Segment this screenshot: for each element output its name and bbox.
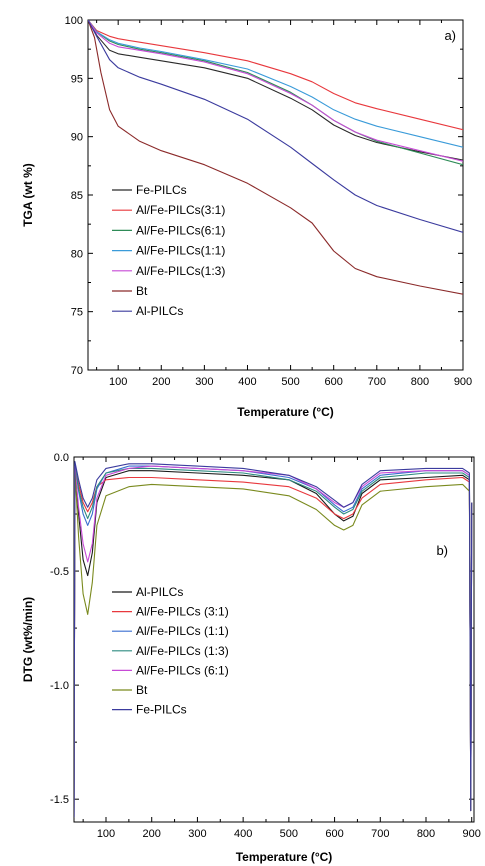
y-tick-label: 75 [71, 307, 83, 319]
x-tick-label: 600 [325, 828, 343, 840]
y-tick-label: 80 [71, 248, 83, 260]
legend-label: Fe-PILCs [136, 703, 187, 717]
tga-chart-panel: 100 200 300 400 500 600 700 800 900 70 75 80 85 90 95 1… [21, 15, 472, 419]
series-line [88, 20, 463, 161]
y-tick-label: -1.0 [50, 680, 69, 692]
series-lines [88, 20, 463, 295]
series-line [88, 20, 463, 295]
legend-label: Al/Fe-PILCs(6:1) [136, 223, 225, 237]
legend-label: Bt [136, 683, 148, 697]
legend-label: Al/Fe-PILCs (1:3) [136, 644, 229, 658]
x-tick-label: 900 [454, 376, 472, 388]
series-line [74, 470, 473, 818]
legend-label: Al/Fe-PILCs (1:1) [136, 624, 229, 638]
y-tick-label: -1.5 [50, 794, 69, 806]
x-tick-label: 800 [417, 828, 435, 840]
legend-label: Al/Fe-PILCs (3:1) [136, 605, 229, 619]
legend-label: Al-PILCs [136, 585, 183, 599]
series-line [88, 20, 463, 233]
y-tick-label: 100 [65, 15, 83, 27]
x-tick-label: 400 [238, 376, 256, 388]
x-tick-label: 500 [281, 376, 299, 388]
series-line [74, 465, 473, 818]
y-tick-label: 70 [71, 365, 83, 377]
x-tick-label: 800 [411, 376, 429, 388]
legend-label: Al-PILCs [136, 304, 183, 318]
legend-label: Al/Fe-PILCs(3:1) [136, 203, 225, 217]
x-tick-label: 100 [97, 828, 115, 840]
series-lines [74, 461, 473, 818]
x-tick-label: 300 [195, 376, 213, 388]
x-tick-label: 700 [371, 828, 389, 840]
series-line [74, 463, 473, 818]
series-line [88, 20, 463, 148]
x-axis-title: Temperature (°C) [237, 405, 334, 419]
y-tick-label: 90 [71, 132, 83, 144]
x-tick-label: 700 [368, 376, 386, 388]
x-tick-label: 500 [280, 828, 298, 840]
x-tick-label: 300 [188, 828, 206, 840]
series-line [88, 20, 463, 162]
y-tick-label: 85 [71, 190, 83, 202]
x-tick-label: 400 [234, 828, 252, 840]
x-tick-label: 200 [152, 376, 170, 388]
series-line [74, 461, 473, 818]
legend: Fe-PILCs Al/Fe-PILCs(3:1) Al/Fe-PILCs(6:1)… [112, 183, 225, 318]
y-axis-title: TGA (wt %) [21, 163, 35, 227]
series-line [88, 20, 463, 131]
x-axis-title: Temperature (°C) [236, 850, 333, 864]
y-tick-label: 95 [71, 73, 83, 85]
x-tick-label: 200 [143, 828, 161, 840]
series-line [88, 20, 463, 166]
x-tick-label: 900 [463, 828, 481, 840]
legend-label: Fe-PILCs [136, 183, 187, 197]
x-tick-label: 600 [325, 376, 343, 388]
y-tick-label: -0.5 [50, 566, 69, 578]
series-line [74, 463, 473, 818]
y-tick-label: 0.0 [54, 452, 69, 464]
series-line [74, 465, 473, 818]
plot-frame [73, 456, 475, 823]
dtg-chart-panel: 100 200 300 400 500 600 700 800 900 0.0 -0.5 -1.0 -1… [21, 452, 481, 864]
legend-label: Al/Fe-PILCs(1:3) [136, 264, 225, 278]
legend-label: Al/Fe-PILCs (6:1) [136, 663, 229, 677]
panel-label: b) [436, 543, 448, 558]
legend-label: Al/Fe-PILCs(1:1) [136, 244, 225, 258]
x-tick-label: 100 [109, 376, 127, 388]
series-line [74, 467, 473, 818]
panel-label: a) [444, 28, 456, 43]
y-axis-title: DTG (wt%/min) [21, 597, 35, 682]
legend-label: Bt [136, 284, 148, 298]
legend: Al-PILCs Al/Fe-PILCs (3:1) Al/Fe-PILCs (1:… [112, 585, 229, 717]
